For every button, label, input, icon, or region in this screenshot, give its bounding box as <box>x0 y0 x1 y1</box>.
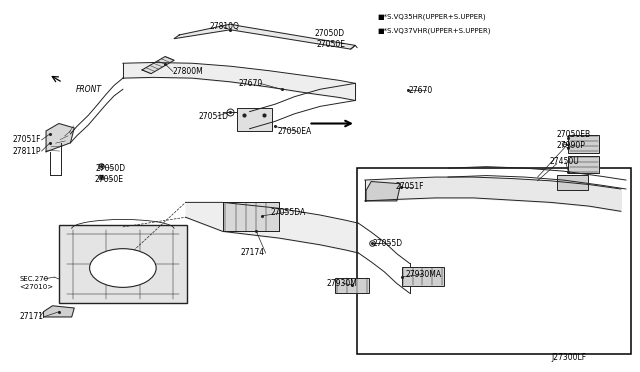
Text: 27051F: 27051F <box>396 182 424 191</box>
Text: 27050EB: 27050EB <box>557 130 591 139</box>
Text: 27930M: 27930M <box>326 279 357 288</box>
Bar <box>357 168 631 354</box>
Text: 27050D: 27050D <box>96 164 126 173</box>
Text: 27050D: 27050D <box>315 29 345 38</box>
Text: 27055D: 27055D <box>372 239 403 248</box>
Text: FRONT: FRONT <box>76 85 102 94</box>
Text: 27670: 27670 <box>238 79 262 88</box>
Polygon shape <box>174 24 355 49</box>
Text: 27171: 27171 <box>19 312 44 321</box>
Text: 27800M: 27800M <box>173 67 204 76</box>
Text: 27930MA: 27930MA <box>406 270 442 279</box>
Text: ■*S.VQ35HR(UPPER+S.UPPER): ■*S.VQ35HR(UPPER+S.UPPER) <box>378 13 486 19</box>
Bar <box>59 225 187 303</box>
Bar <box>223 202 279 231</box>
Polygon shape <box>366 182 401 201</box>
Text: 27811P: 27811P <box>13 147 42 155</box>
Bar <box>568 135 599 153</box>
Text: 27990P: 27990P <box>557 141 586 150</box>
Bar <box>223 202 279 231</box>
Bar <box>402 267 444 286</box>
Text: 27050E: 27050E <box>316 40 345 49</box>
Polygon shape <box>44 306 74 317</box>
Text: 27050EA: 27050EA <box>278 127 312 136</box>
Text: 27051D: 27051D <box>198 112 228 121</box>
Circle shape <box>90 249 156 287</box>
Text: <27010>: <27010> <box>19 284 53 290</box>
Bar <box>237 108 272 131</box>
Bar <box>557 175 588 190</box>
Bar <box>335 278 369 293</box>
Polygon shape <box>142 57 174 74</box>
Text: 27810Q: 27810Q <box>210 22 240 31</box>
Text: J27300LF: J27300LF <box>552 353 587 362</box>
Text: SEC.270: SEC.270 <box>19 276 49 282</box>
Polygon shape <box>46 124 74 152</box>
Text: 27450U: 27450U <box>549 157 579 166</box>
Text: 27174: 27174 <box>241 248 265 257</box>
Text: ■*S.VQ37VHR(UPPER+S.UPPER): ■*S.VQ37VHR(UPPER+S.UPPER) <box>378 27 491 33</box>
Bar <box>568 156 599 173</box>
Text: 27051F: 27051F <box>13 135 42 144</box>
Text: 27670: 27670 <box>408 86 433 94</box>
Text: 27050E: 27050E <box>95 175 124 184</box>
Text: 27055DA: 27055DA <box>270 208 305 217</box>
